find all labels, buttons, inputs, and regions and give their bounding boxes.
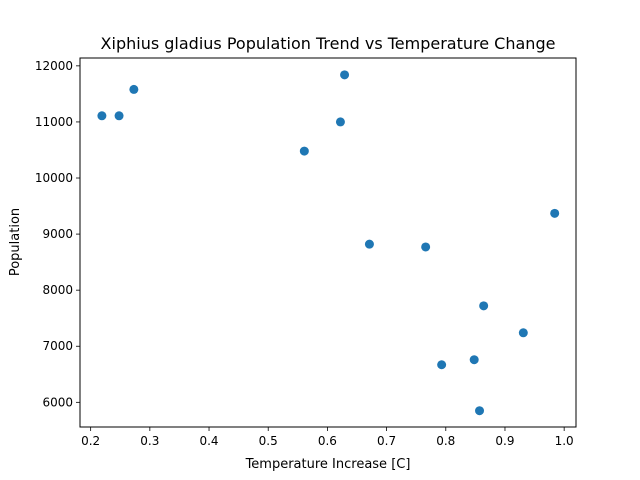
x-tick-label: 0.8 bbox=[436, 434, 455, 448]
y-tick-label: 6000 bbox=[42, 395, 73, 409]
data-point bbox=[335, 117, 345, 127]
y-tick-label: 10000 bbox=[35, 171, 73, 185]
data-point bbox=[299, 146, 309, 156]
data-point bbox=[97, 111, 107, 121]
x-tick-label: 1.0 bbox=[555, 434, 574, 448]
x-tick-label: 0.4 bbox=[199, 434, 218, 448]
x-axis-label: Temperature Increase [C] bbox=[245, 457, 411, 472]
data-point bbox=[340, 70, 350, 80]
data-point bbox=[129, 84, 139, 94]
x-tick-label: 0.5 bbox=[259, 434, 278, 448]
data-point bbox=[364, 239, 374, 249]
y-axis-label: Population bbox=[8, 208, 23, 276]
x-tick-label: 0.7 bbox=[377, 434, 396, 448]
data-point bbox=[479, 301, 489, 311]
axes-frame bbox=[79, 57, 577, 428]
data-point bbox=[550, 208, 560, 218]
y-tick-label: 11000 bbox=[35, 115, 73, 129]
data-point bbox=[475, 406, 485, 416]
y-tick-label: 7000 bbox=[42, 339, 73, 353]
plot-area: 0.2 0.3 0.4 0.5 0.6 0.7 0.8 0.9 1.0 6000 7000 8000 9… bbox=[35, 59, 574, 448]
x-tick-label: 0.9 bbox=[495, 434, 514, 448]
y-tick-label: 8000 bbox=[42, 283, 73, 297]
x-tick-label: 0.3 bbox=[140, 434, 159, 448]
y-tick-label: 12000 bbox=[35, 59, 73, 73]
data-point bbox=[469, 355, 479, 365]
chart-title: Xiphius gladius Population Trend vs Temp… bbox=[101, 34, 556, 53]
data-point bbox=[114, 111, 124, 121]
data-point bbox=[421, 242, 431, 252]
data-point bbox=[437, 360, 447, 370]
x-tick-label: 0.6 bbox=[318, 434, 337, 448]
y-tick-label: 9000 bbox=[42, 227, 73, 241]
data-point bbox=[518, 328, 528, 338]
x-tick-label: 0.2 bbox=[81, 434, 100, 448]
